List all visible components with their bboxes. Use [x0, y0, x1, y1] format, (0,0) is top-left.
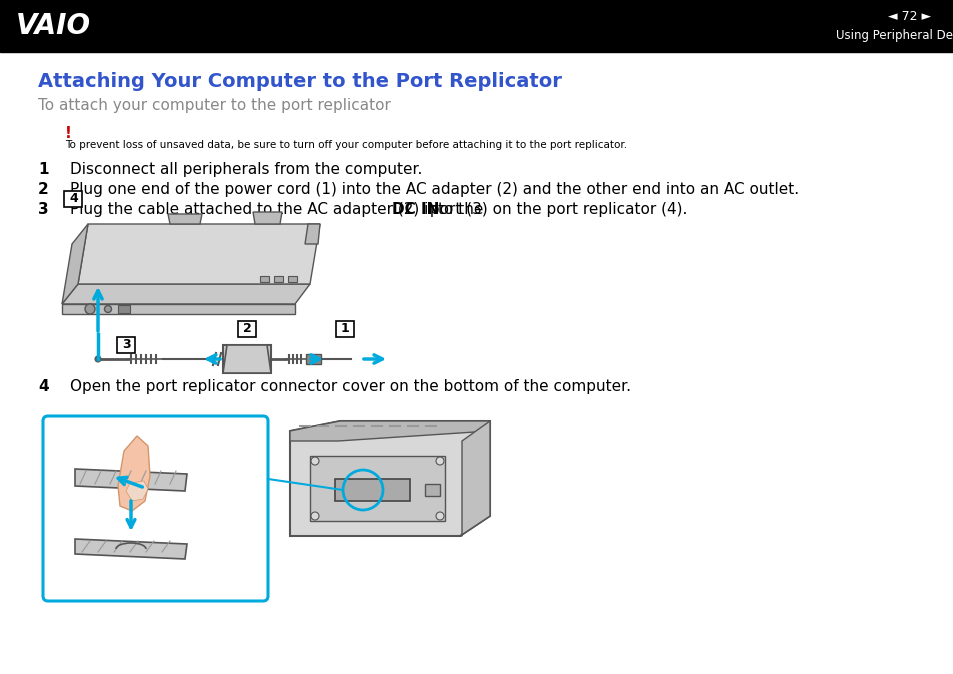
Polygon shape — [75, 469, 187, 491]
Text: Attaching Your Computer to the Port Replicator: Attaching Your Computer to the Port Repl… — [38, 72, 561, 91]
Circle shape — [105, 305, 112, 313]
Bar — [237, 321, 255, 337]
Text: !: ! — [65, 126, 71, 141]
Bar — [117, 337, 135, 353]
Bar — [335, 321, 354, 337]
Circle shape — [311, 457, 318, 465]
Text: To attach your computer to the port replicator: To attach your computer to the port repl… — [38, 98, 391, 113]
Bar — [223, 345, 271, 373]
Text: 3: 3 — [123, 338, 132, 350]
Polygon shape — [126, 481, 148, 501]
Text: ◄ 72 ►: ◄ 72 ► — [887, 9, 930, 22]
Text: Disconnect all peripherals from the computer.: Disconnect all peripherals from the comp… — [70, 162, 422, 177]
Polygon shape — [62, 224, 88, 304]
Text: 3: 3 — [38, 202, 49, 217]
Circle shape — [311, 512, 318, 520]
Bar — [118, 305, 130, 313]
Text: Plug one end of the power cord (1) into the AC adapter (2) and the other end int: Plug one end of the power cord (1) into … — [70, 182, 799, 197]
Circle shape — [95, 356, 101, 362]
Polygon shape — [305, 224, 319, 244]
Polygon shape — [310, 456, 444, 521]
Polygon shape — [75, 539, 187, 559]
Polygon shape — [459, 421, 490, 536]
Polygon shape — [290, 421, 490, 441]
Polygon shape — [62, 304, 294, 314]
Bar — [0, 0, 953, 52]
Circle shape — [436, 457, 443, 465]
Text: 4: 4 — [70, 191, 78, 204]
Text: To prevent loss of unsaved data, be sure to turn off your computer before attach: To prevent loss of unsaved data, be sure… — [65, 140, 626, 150]
Polygon shape — [253, 212, 282, 224]
Polygon shape — [118, 436, 150, 511]
Polygon shape — [223, 345, 271, 373]
Bar — [288, 276, 296, 282]
Text: DC IN: DC IN — [392, 202, 438, 217]
Text: Plug the cable attached to the AC adapter (2) into the: Plug the cable attached to the AC adapte… — [70, 202, 488, 217]
Polygon shape — [168, 214, 202, 224]
Text: Open the port replicator connector cover on the bottom of the computer.: Open the port replicator connector cover… — [70, 379, 630, 394]
Circle shape — [96, 357, 100, 361]
Bar — [335, 479, 410, 501]
Polygon shape — [290, 421, 490, 536]
Text: Using Peripheral Devices: Using Peripheral Devices — [836, 30, 953, 42]
Text: 1: 1 — [38, 162, 49, 177]
Circle shape — [85, 304, 95, 314]
Bar — [274, 276, 283, 282]
Bar — [306, 354, 320, 364]
Bar — [424, 484, 439, 496]
Polygon shape — [78, 224, 319, 284]
Bar — [260, 276, 269, 282]
Polygon shape — [62, 284, 310, 304]
Text: VAIO: VAIO — [16, 12, 91, 40]
Text: 2: 2 — [38, 182, 49, 197]
Text: 1: 1 — [340, 322, 349, 336]
Circle shape — [436, 512, 443, 520]
Text: port (3) on the port replicator (4).: port (3) on the port replicator (4). — [425, 202, 687, 217]
Bar — [64, 191, 82, 207]
Text: 2: 2 — [242, 322, 251, 336]
Text: 4: 4 — [38, 379, 49, 394]
FancyBboxPatch shape — [43, 416, 268, 601]
